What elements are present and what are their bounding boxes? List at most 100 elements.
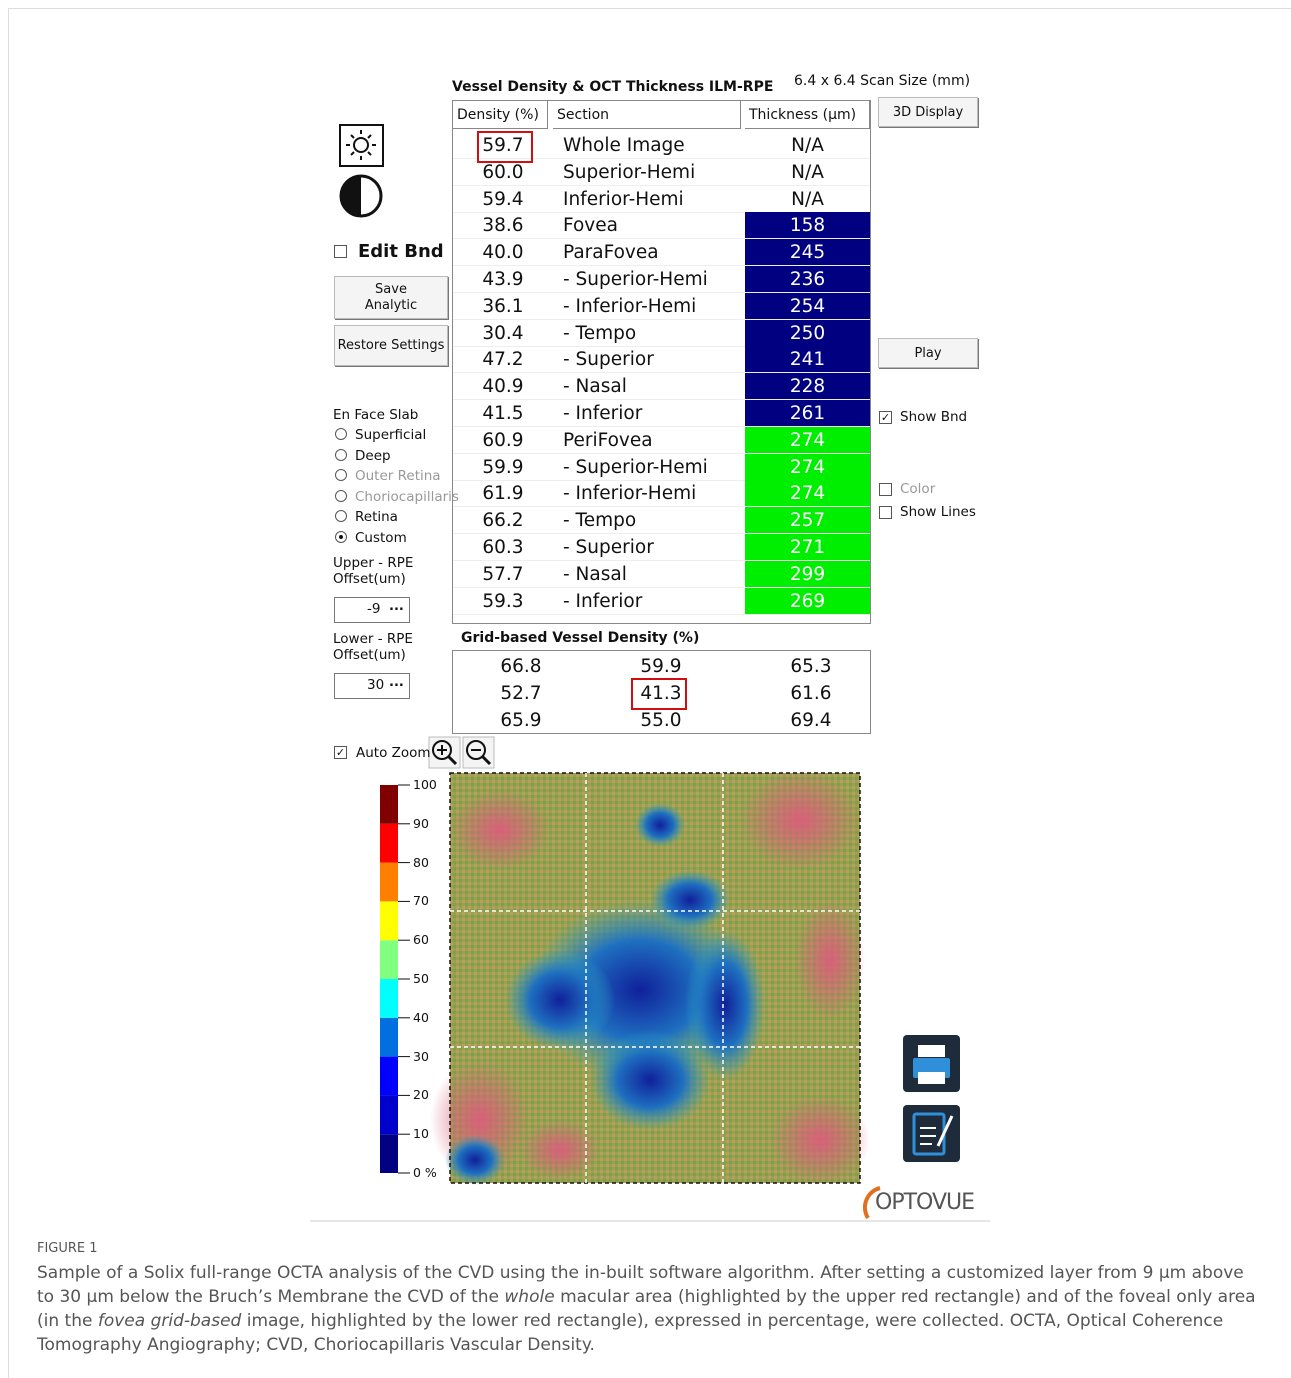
- button-text: Analytic: [335, 298, 447, 314]
- slab-radio[interactable]: [335, 510, 347, 522]
- colorbar-band: [380, 824, 398, 863]
- section-cell: - Superior-Hemi: [563, 266, 708, 293]
- slab-radio: [335, 469, 347, 481]
- colorbar-label: 40: [413, 1010, 429, 1025]
- density-cell: 59.3: [453, 588, 553, 615]
- caption-part: whole: [504, 1287, 554, 1307]
- slab-option: Superficial: [355, 427, 426, 443]
- zoom-in[interactable]: [429, 737, 460, 768]
- offset-label: Upper - RPE: [333, 555, 413, 571]
- button-text: Save: [335, 282, 447, 298]
- density-cell: 59.9: [453, 454, 553, 481]
- offset-input[interactable]: 30...: [334, 673, 410, 699]
- colorbar-band: [380, 1057, 398, 1096]
- thickness-cell: 236: [745, 266, 870, 292]
- report-icon[interactable]: [903, 1105, 960, 1162]
- density-cell: 43.9: [453, 266, 553, 293]
- restore-settings-button[interactable]: Restore Settings: [334, 325, 448, 366]
- density-cell: 59.4: [453, 186, 553, 213]
- density-cell: 41.5: [453, 400, 553, 427]
- thickness-cell: 257: [745, 507, 870, 533]
- section-cell: - Nasal: [563, 561, 627, 588]
- brightness-icon[interactable]: [340, 125, 383, 166]
- slab-radio[interactable]: [335, 428, 347, 440]
- thickness-cell: 241: [745, 346, 870, 372]
- option-checkbox[interactable]: ✓: [879, 411, 892, 424]
- section-cell: - Superior: [563, 534, 654, 561]
- slab-radio[interactable]: [335, 531, 347, 543]
- table-title: Vessel Density & OCT Thickness ILM-RPE: [452, 79, 773, 95]
- option-checkbox[interactable]: [879, 506, 892, 519]
- edit-bnd-label: Edit Bnd: [358, 241, 444, 262]
- auto-zoom-checkbox[interactable]: ✓: [334, 746, 347, 759]
- offset-label: Lower - RPE: [333, 631, 413, 647]
- section-cell: - Tempo: [563, 320, 636, 347]
- section-cell: PeriFovea: [563, 427, 653, 454]
- grid-cell: 69.4: [771, 707, 851, 734]
- colorbar-label: 100: [413, 777, 437, 792]
- zoom-out[interactable]: [463, 737, 494, 768]
- slab-label: En Face Slab: [333, 407, 418, 423]
- button-text: Play: [879, 346, 977, 361]
- colorbar-label: 20: [413, 1087, 429, 1102]
- density-cell: 61.9: [453, 480, 553, 507]
- option-checkbox[interactable]: [879, 483, 892, 496]
- thickness-cell: 158: [745, 212, 870, 238]
- caption-part: fovea grid-based: [98, 1311, 241, 1331]
- density-cell: 40.9: [453, 373, 553, 400]
- grid-cell: 52.7: [481, 680, 561, 707]
- grid-cell: 65.9: [481, 707, 561, 734]
- thickness-cell: N/A: [745, 159, 870, 185]
- option-label: Show Lines: [900, 504, 976, 520]
- density-cell: 60.9: [453, 427, 553, 454]
- colorbar-label: 60: [413, 932, 429, 947]
- section-cell: - Nasal: [563, 373, 627, 400]
- offset-input[interactable]: -9...: [334, 597, 410, 623]
- highlight-box: [477, 131, 533, 163]
- edit-bnd-checkbox[interactable]: [334, 245, 347, 258]
- section-cell: Whole Image: [563, 132, 685, 159]
- thickness-cell: 299: [745, 561, 870, 587]
- slab-option: Choriocapillaris: [355, 489, 459, 505]
- section-cell: ParaFovea: [563, 239, 659, 266]
- section-cell: Fovea: [563, 212, 618, 239]
- slab-radio: [335, 490, 347, 502]
- section-cell: - Inferior: [563, 400, 642, 427]
- section-cell: - Superior: [563, 346, 654, 373]
- thickness-cell: 274: [745, 480, 870, 506]
- section-cell: - Superior-Hemi: [563, 454, 708, 481]
- thickness-cell: N/A: [745, 132, 870, 158]
- section-cell: - Inferior-Hemi: [563, 293, 696, 320]
- thickness-cell: 261: [745, 400, 870, 426]
- section-cell: Superior-Hemi: [563, 159, 695, 186]
- offset-button: ...: [389, 675, 404, 690]
- density-cell: 30.4: [453, 320, 553, 347]
- thickness-cell: 269: [745, 588, 870, 614]
- 3d-display-button[interactable]: 3D Display: [878, 97, 978, 127]
- thickness-cell: 274: [745, 427, 870, 453]
- thickness-cell: 274: [745, 454, 870, 480]
- logo: OPTOVUE: [875, 1190, 974, 1215]
- play-button[interactable]: Play: [878, 338, 978, 368]
- density-cell: 57.7: [453, 561, 553, 588]
- offset-value: -9: [367, 601, 380, 617]
- button-text: 3D Display: [879, 105, 977, 120]
- slab-radio[interactable]: [335, 449, 347, 461]
- slab-option: Outer Retina: [355, 468, 441, 484]
- colorbar-band: [380, 1134, 398, 1173]
- contrast-icon[interactable]: [341, 176, 381, 216]
- slab-option: Deep: [355, 448, 391, 464]
- section-cell: - Inferior-Hemi: [563, 480, 696, 507]
- colorbar-band: [380, 901, 398, 940]
- colorbar-band: [380, 979, 398, 1018]
- print-icon[interactable]: [903, 1035, 960, 1092]
- colorbar-label: 70: [413, 893, 429, 908]
- density-cell: 47.2: [453, 346, 553, 373]
- grid-cell: 65.3: [771, 653, 851, 680]
- density-cell: 60.3: [453, 534, 553, 561]
- density-cell: 38.6: [453, 212, 553, 239]
- colorbar-band: [380, 940, 398, 979]
